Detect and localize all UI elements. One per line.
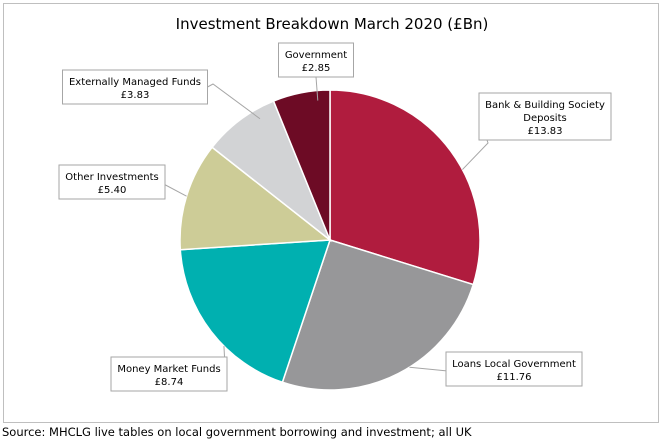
slice-value-label: £11.76	[497, 372, 532, 383]
slice-value-label: £13.83	[528, 126, 563, 137]
leader-line	[315, 76, 319, 101]
pie-slice-government	[272, 89, 331, 241]
slice-name-label: Other Investments	[65, 172, 158, 183]
callout-box	[478, 92, 612, 141]
slice-value-label: £3.83	[121, 90, 150, 101]
callout-money-market-funds: Money Market Funds £8.74	[110, 346, 228, 392]
chart-title: Investment Breakdown March 2020 (£Bn)	[176, 15, 489, 33]
pie-slice-other-investments	[179, 146, 333, 251]
slice-name-label: Money Market Funds	[117, 364, 220, 375]
callout-box	[110, 356, 228, 392]
callout-box	[278, 42, 354, 78]
callout-government: Government £2.85	[278, 42, 354, 101]
callout-externally-managed-funds: Externally Managed Funds £3.83	[62, 69, 261, 120]
slice-value-label: £8.74	[155, 377, 184, 388]
leader-line	[207, 83, 261, 120]
pie-chart: Investment Breakdown March 2020 (£Bn) Ba…	[58, 15, 612, 392]
callout-box	[445, 351, 583, 387]
slice-value-label: £2.85	[302, 63, 331, 74]
pie-slice-bank-and-building-society-deposits	[329, 89, 481, 286]
pie-slice-loans-local-government	[281, 239, 475, 391]
slice-name-label: Deposits	[523, 113, 566, 124]
slice-name-label: Government	[285, 50, 347, 61]
slice-name-label: Externally Managed Funds	[69, 77, 201, 88]
source-note: Source: MHCLG live tables on local gover…	[2, 425, 472, 439]
callout-bank-and-building-society-deposits: Bank & Building Society Deposits £13.83	[462, 92, 612, 170]
callout-box	[62, 69, 208, 105]
slice-name-label: Loans Local Government	[452, 359, 576, 370]
slice-name-label: Bank & Building Society	[485, 100, 605, 111]
slice-callouts: Bank & Building Society Deposits £13.83 Loa…	[58, 42, 612, 392]
pie-slice-money-market-funds	[179, 239, 332, 384]
callout-box	[58, 164, 166, 200]
callout-loans-local-government: Loans Local Government £11.76	[409, 351, 583, 387]
callout-other-investments: Other Investments £5.40	[58, 164, 187, 200]
slice-value-label: £5.40	[98, 185, 127, 196]
pie-slices	[179, 89, 481, 391]
